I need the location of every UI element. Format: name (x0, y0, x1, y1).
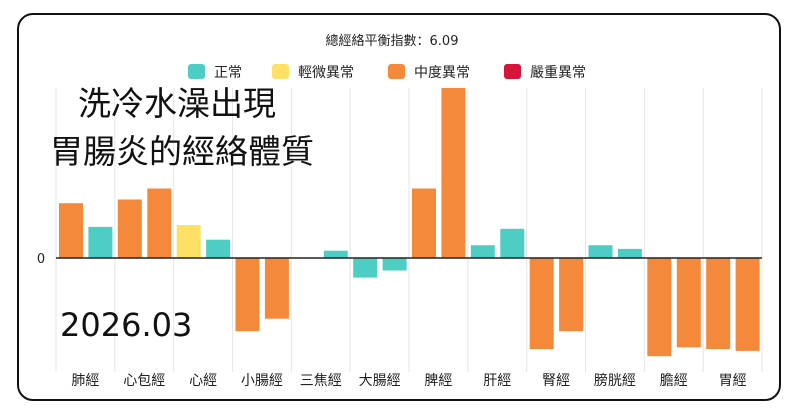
chart-gridlines (55, 88, 763, 372)
bar (206, 239, 231, 258)
legend-swatch (504, 64, 521, 79)
bar (235, 258, 260, 332)
x-tick-label: 心經 (189, 373, 217, 389)
legend-label: 輕微異常 (298, 65, 354, 81)
bar (59, 203, 83, 258)
bar (323, 250, 348, 258)
bar (647, 258, 672, 357)
bar (470, 245, 495, 258)
bar (88, 226, 113, 258)
x-tick-label: 小腸經 (241, 373, 283, 389)
x-tick-label: 肺經 (71, 373, 99, 389)
chart-bars (59, 88, 760, 357)
bar (588, 245, 613, 258)
bar (559, 258, 584, 332)
y-tick-label: 0 (37, 252, 45, 267)
bar (382, 258, 407, 271)
bar (617, 248, 642, 258)
x-tick-label: 膽經 (660, 372, 688, 389)
legend-label: 正常 (214, 65, 242, 81)
bar (529, 258, 554, 350)
overlay-heading-line-1: 洗冷水澡出現 (78, 84, 276, 123)
x-tick-label: 大腸經 (359, 373, 401, 389)
x-axis-labels: 肺經 心包經 心經 小腸經 三焦經 大腸經 脾經 肝經 腎經 膀胱經 膽經 胃經 (71, 372, 746, 389)
legend-label: 嚴重異常 (530, 65, 586, 81)
chart-title: 總經絡平衡指數：6.09 (326, 33, 459, 49)
x-tick-label: 腎經 (542, 373, 570, 389)
x-tick-label: 脾經 (424, 373, 452, 389)
x-tick-label: 膀胱經 (594, 372, 636, 389)
overlay-heading-line-2: 胃腸炎的經絡體質 (50, 132, 314, 171)
bar (735, 258, 760, 351)
legend-swatch (188, 64, 205, 79)
bar (147, 188, 172, 258)
legend-swatch (272, 64, 289, 79)
overlay-date: 2026.03 (60, 306, 193, 344)
x-tick-label: 三焦經 (300, 373, 342, 389)
bar (676, 258, 701, 348)
bar (500, 228, 525, 258)
chart-legend: 正常 輕微異常 中度異常 嚴重異常 (188, 64, 586, 81)
bar (176, 225, 201, 258)
bar (412, 188, 436, 258)
bar (117, 199, 142, 258)
bar (706, 258, 731, 350)
x-tick-label: 肝經 (483, 373, 511, 389)
bar (353, 258, 378, 278)
chart-axis: 0 (37, 252, 762, 267)
x-tick-label: 胃經 (719, 373, 747, 389)
bar (264, 258, 289, 319)
legend-swatch (388, 64, 405, 79)
x-tick-label: 心包經 (123, 373, 165, 389)
bar (441, 88, 466, 258)
legend-label: 中度異常 (414, 65, 470, 81)
